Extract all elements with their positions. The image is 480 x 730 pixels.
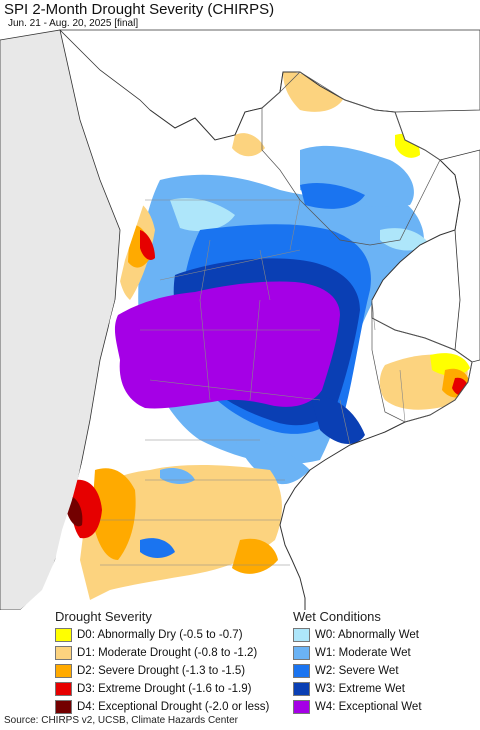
drought-map [0, 29, 480, 610]
uruguay-outline [371, 317, 473, 423]
legend-swatch [55, 628, 72, 642]
legend-item-d2: D2: Severe Drought (-1.3 to -1.5) [55, 662, 269, 680]
source-credit: Source: CHIRPS v2, UCSB, Climate Hazards… [4, 715, 238, 726]
legend-label: W2: Severe Wet [315, 665, 399, 677]
legend-swatch [293, 646, 310, 660]
legend-item-d1: D1: Moderate Drought (-0.8 to -1.2) [55, 644, 269, 662]
legend-swatch [55, 682, 72, 696]
legend-item-w1: W1: Moderate Wet [293, 644, 422, 662]
legend-label: D1: Moderate Drought (-0.8 to -1.2) [77, 647, 258, 659]
legend-item-w4: W4: Exceptional Wet [293, 698, 422, 716]
drought-legend-title: Drought Severity [55, 609, 152, 624]
province-lines [100, 199, 406, 566]
legend-label: W1: Moderate Wet [315, 647, 411, 659]
legend-item-w3: W3: Extreme Wet [293, 680, 422, 698]
legend-swatch [293, 700, 310, 714]
legend-label: W0: Abnormally Wet [315, 629, 419, 641]
wet-legend: W0: Abnormally Wet W1: Moderate Wet W2: … [293, 626, 422, 716]
region-outline [149, 71, 473, 610]
legend-item-d0: D0: Abnormally Dry (-0.5 to -0.7) [55, 626, 269, 644]
legend-label: D0: Abnormally Dry (-0.5 to -0.7) [77, 629, 243, 641]
map-subtitle: Jun. 21 - Aug. 20, 2025 [final] [6, 18, 141, 29]
legend-item-w2: W2: Severe Wet [293, 662, 422, 680]
legend-swatch [293, 682, 310, 696]
legend-label: W3: Extreme Wet [315, 683, 405, 695]
legend-item-d3: D3: Extreme Drought (-1.6 to -1.9) [55, 680, 269, 698]
map-title: SPI 2-Month Drought Severity (CHIRPS) [4, 1, 275, 18]
legend-swatch [55, 646, 72, 660]
legend-swatch [293, 664, 310, 678]
legend-swatch [293, 628, 310, 642]
drought-legend: D0: Abnormally Dry (-0.5 to -0.7) D1: Mo… [55, 626, 269, 716]
wet-legend-title: Wet Conditions [293, 609, 381, 624]
legend-swatch [55, 700, 72, 714]
legend-label: D3: Extreme Drought (-1.6 to -1.9) [77, 683, 252, 695]
legend-item-w0: W0: Abnormally Wet [293, 626, 422, 644]
legend-swatch [55, 664, 72, 678]
legend-label: D4: Exceptional Drought (-2.0 or less) [77, 701, 270, 713]
legend-label: D2: Severe Drought (-1.3 to -1.5) [77, 665, 246, 677]
legend-label: W4: Exceptional Wet [315, 701, 422, 713]
paraguay-outline [261, 71, 441, 246]
legend-item-d4: D4: Exceptional Drought (-2.0 or less) [55, 698, 269, 716]
